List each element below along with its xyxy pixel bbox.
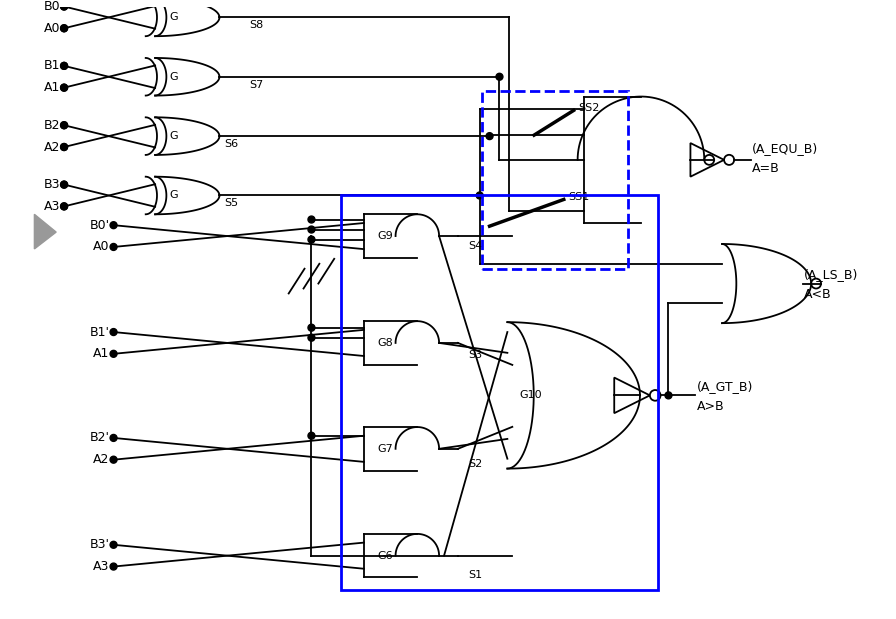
Text: S7: S7 <box>249 80 263 90</box>
Text: A0: A0 <box>93 240 109 253</box>
Text: A3: A3 <box>93 560 109 573</box>
Circle shape <box>61 203 67 210</box>
Text: S5: S5 <box>224 199 238 209</box>
Circle shape <box>61 122 67 129</box>
Circle shape <box>61 84 67 91</box>
Text: G6: G6 <box>377 551 393 561</box>
Text: G7: G7 <box>377 444 393 454</box>
Circle shape <box>61 3 67 10</box>
Bar <box>482 90 628 269</box>
Text: A<B: A<B <box>805 288 831 301</box>
Circle shape <box>110 456 117 463</box>
Circle shape <box>110 435 117 441</box>
Text: (A_GT_B): (A_GT_B) <box>697 380 754 393</box>
Circle shape <box>496 73 503 80</box>
Text: A0: A0 <box>44 22 60 35</box>
Text: B0': B0' <box>90 219 109 232</box>
Circle shape <box>110 222 117 228</box>
Circle shape <box>61 144 67 150</box>
Text: G8: G8 <box>377 338 393 348</box>
Circle shape <box>110 243 117 251</box>
Circle shape <box>308 324 314 331</box>
Circle shape <box>665 392 672 399</box>
Text: B3': B3' <box>90 539 109 552</box>
Circle shape <box>61 203 67 210</box>
Text: A2: A2 <box>44 141 60 154</box>
Circle shape <box>308 432 314 439</box>
Circle shape <box>61 63 67 69</box>
Circle shape <box>61 25 67 32</box>
Text: G: G <box>169 191 177 201</box>
Text: SS1: SS1 <box>569 193 590 202</box>
Text: G10: G10 <box>520 391 542 400</box>
Text: SS2: SS2 <box>579 103 600 113</box>
Text: A>B: A>B <box>697 400 725 413</box>
Text: S1: S1 <box>468 571 482 581</box>
Circle shape <box>110 329 117 335</box>
Text: B3: B3 <box>44 178 60 191</box>
Text: (A_LS_B): (A_LS_B) <box>805 268 858 281</box>
Circle shape <box>110 563 117 570</box>
Circle shape <box>110 350 117 357</box>
Circle shape <box>308 226 314 233</box>
Circle shape <box>476 192 483 199</box>
Text: A1: A1 <box>93 347 109 360</box>
Text: (A_EQU_B): (A_EQU_B) <box>752 142 818 155</box>
Circle shape <box>61 144 67 150</box>
Circle shape <box>308 216 314 223</box>
Bar <box>341 194 658 591</box>
Circle shape <box>308 334 314 341</box>
Circle shape <box>61 122 67 129</box>
Text: G: G <box>169 72 177 82</box>
Text: B0: B0 <box>44 0 60 13</box>
Circle shape <box>308 236 314 243</box>
Text: S4: S4 <box>468 241 482 251</box>
Circle shape <box>61 3 67 10</box>
Text: S3: S3 <box>468 350 482 360</box>
Circle shape <box>61 84 67 91</box>
Circle shape <box>110 542 117 548</box>
Text: A3: A3 <box>44 200 60 213</box>
Text: S2: S2 <box>468 459 482 469</box>
Text: S6: S6 <box>224 139 238 149</box>
Circle shape <box>61 25 67 32</box>
Circle shape <box>487 132 493 140</box>
Circle shape <box>61 181 67 188</box>
Text: S8: S8 <box>249 20 263 30</box>
Circle shape <box>61 63 67 69</box>
Text: B2: B2 <box>44 119 60 132</box>
Text: G9: G9 <box>377 231 393 241</box>
Text: B2': B2' <box>90 431 109 444</box>
Text: A=B: A=B <box>752 162 780 175</box>
Text: A1: A1 <box>44 81 60 94</box>
Text: B1: B1 <box>44 59 60 72</box>
Text: G: G <box>169 131 177 141</box>
Circle shape <box>61 181 67 188</box>
Text: G: G <box>169 12 177 22</box>
Text: A2: A2 <box>93 453 109 466</box>
Text: B1': B1' <box>90 326 109 339</box>
Polygon shape <box>34 214 56 249</box>
